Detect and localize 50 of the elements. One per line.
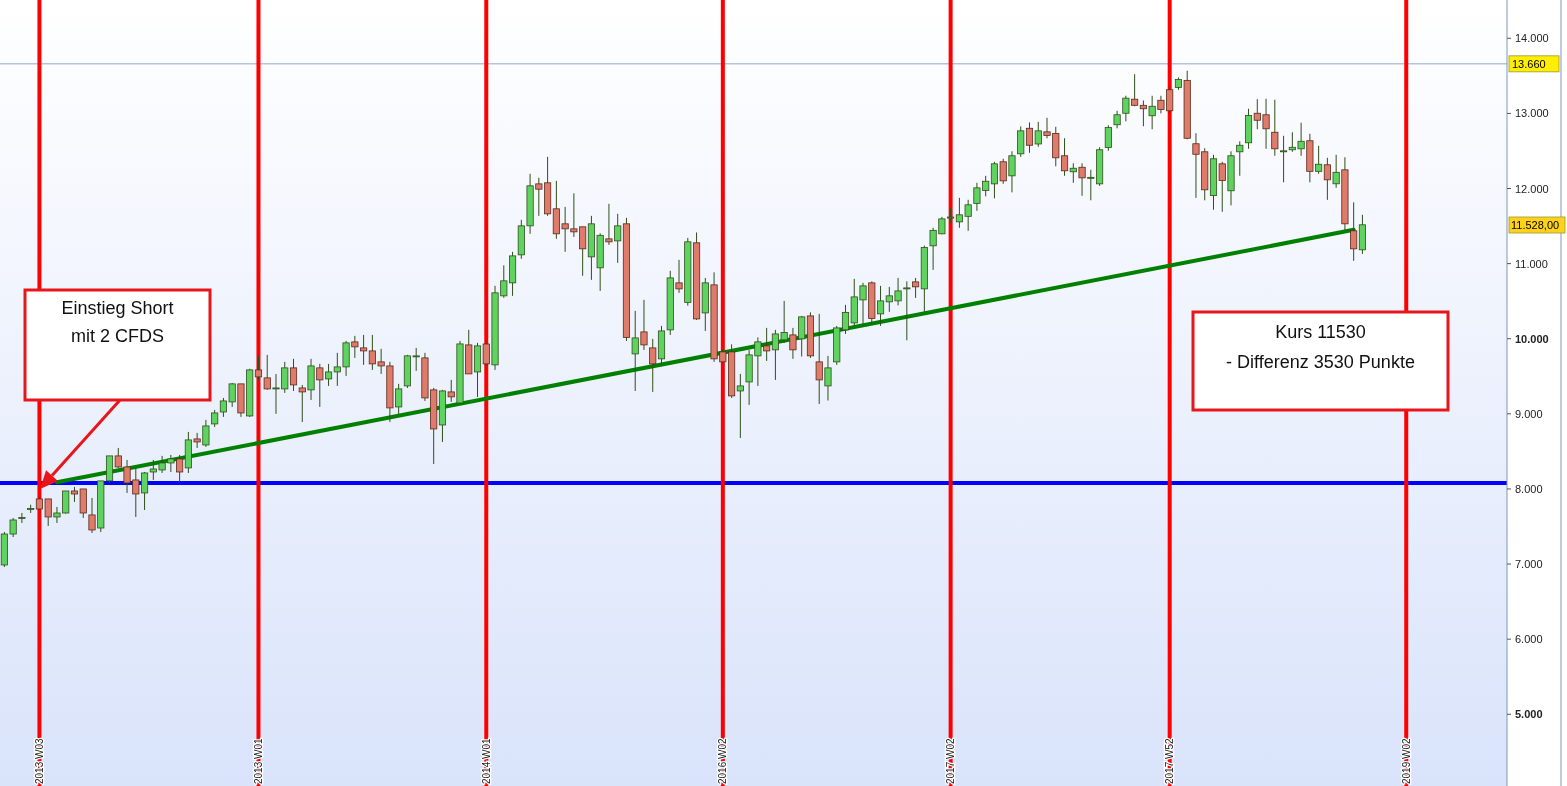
candlestick: [798, 315, 806, 358]
candlestick: [1236, 140, 1244, 177]
candlestick: [1104, 124, 1112, 152]
candlestick: [1008, 150, 1016, 193]
candlestick: [202, 419, 210, 448]
candlestick: [1332, 154, 1340, 189]
candlestick: [1148, 95, 1156, 130]
candlestick: [824, 355, 832, 402]
annotation: Einstieg Short mit 2 CFDS: [61, 298, 174, 346]
y-tick-label: 10.000: [1515, 332, 1549, 345]
y-tick-label: 8.000: [1515, 482, 1543, 495]
candlestick: [325, 363, 333, 387]
x-tick-label: 2017 W02: [945, 737, 957, 784]
candlestick: [1069, 162, 1077, 184]
y-tick-label: 5.000: [1515, 708, 1543, 721]
annotation: Kurs 11530 - Differenz 3530 Punkte: [1226, 322, 1415, 372]
candlestick: [395, 383, 403, 415]
y-tick-label: 7.000: [1515, 558, 1543, 571]
candlestick: [631, 310, 639, 392]
candlestick: [912, 277, 920, 299]
candlestick: [1350, 201, 1358, 262]
candlestick: [360, 334, 368, 366]
candlestick: [1315, 145, 1323, 175]
candlestick: [736, 373, 744, 439]
candlestick: [876, 285, 885, 327]
y-tick-label: 12.000: [1515, 182, 1549, 195]
candlestick: [1280, 135, 1288, 183]
candlestick: [307, 358, 315, 401]
candlestick: [141, 471, 149, 511]
y-tick-label: 13.000: [1515, 107, 1549, 120]
candlestick: [1122, 95, 1130, 122]
ref-line-label: 13.660: [1512, 57, 1546, 70]
y-tick-label: 14.000: [1515, 32, 1549, 45]
candlestick: [614, 213, 622, 264]
x-tick-label: 2019 W02: [1400, 737, 1412, 784]
candlestick: [1034, 121, 1042, 148]
y-tick-label: 11.000: [1515, 257, 1548, 270]
x-tick-label: 2014 W01: [480, 737, 492, 784]
x-tick-label: 2013 W01: [252, 737, 264, 784]
y-tick-label: 6.000: [1515, 633, 1543, 646]
candlestick: [18, 512, 26, 524]
text: 11.528,00: [1511, 219, 1560, 231]
y-tick-label: 9.000: [1515, 407, 1543, 420]
candlestick: [1017, 125, 1025, 158]
candlestick: [903, 280, 911, 341]
x-tick-label: 2013 W03: [33, 737, 45, 784]
candlestick: [990, 161, 998, 199]
x-tick-label: 2016 W02: [717, 737, 729, 784]
candlestick: [1271, 99, 1279, 157]
x-tick-label: 2017 W52: [1164, 737, 1176, 784]
